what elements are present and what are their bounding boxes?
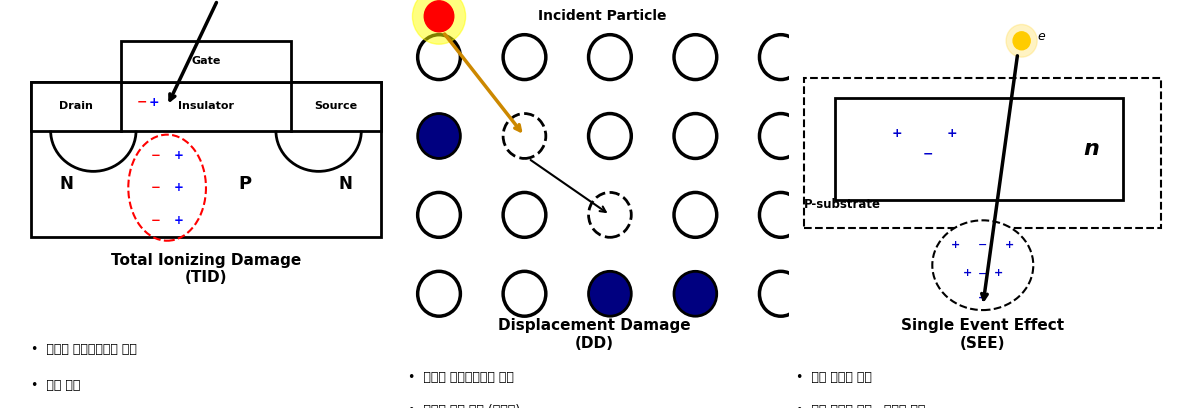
Text: e: e [1037,30,1045,43]
Text: N: N [339,175,353,193]
Circle shape [418,113,460,158]
Text: Source: Source [314,101,358,111]
Circle shape [1006,24,1037,57]
Text: P-substrate: P-substrate [804,197,882,211]
Text: +: + [946,127,957,140]
Bar [804,78,1162,228]
Text: −: − [923,148,933,160]
Text: Displacement Damage
(DD): Displacement Damage (DD) [498,318,691,350]
Circle shape [588,271,631,316]
Text: −: − [151,181,160,194]
Text: •  트랙 형성: • 트랙 형성 [32,379,80,392]
Text: •  구조적 결함 발생 (점결함): • 구조적 결함 발생 (점결함) [408,404,520,408]
Text: +: + [174,214,184,227]
Text: Drain: Drain [59,101,93,111]
Text: −: − [151,214,160,227]
Text: Incident Particle: Incident Particle [538,9,666,23]
Text: +: + [148,95,159,109]
Text: n: n [1084,139,1099,159]
Text: −: − [151,149,160,162]
Circle shape [1013,32,1030,50]
Text: −: − [137,95,147,109]
Text: N: N [59,175,73,193]
Text: •  체널 영구적 변화,  물리적 파손: • 체널 영구적 변화, 물리적 파손 [797,404,926,408]
Ellipse shape [932,220,1033,310]
Bar [32,82,381,131]
Text: •  잠기간 누적에너지로 파손: • 잠기간 누적에너지로 파손 [408,371,514,384]
Text: +: + [951,240,960,250]
Text: +: + [892,127,903,140]
Text: −: − [978,268,988,278]
Text: •  다일 효과로 파손: • 다일 효과로 파손 [797,371,872,384]
Circle shape [674,271,717,316]
Bar [836,98,1123,200]
Text: +: + [174,149,184,162]
Text: +: + [963,268,972,278]
Text: P: P [238,175,252,193]
Text: +: + [174,181,184,194]
Text: Insulator: Insulator [178,101,234,111]
Circle shape [412,0,466,44]
Text: −: − [978,240,988,250]
Bar [32,82,381,237]
Circle shape [424,1,454,32]
Text: Single Event Effect
(SEE): Single Event Effect (SEE) [902,318,1064,350]
Text: +: + [1005,240,1015,250]
Text: +: + [993,268,1003,278]
Bar [120,41,292,82]
Text: Gate: Gate [192,56,220,66]
Text: •  잠기간 누적에너지로 파손: • 잠기간 누적에너지로 파손 [32,343,137,356]
Text: +: + [978,293,988,303]
Text: Total Ionizing Damage
(TID): Total Ionizing Damage (TID) [111,253,301,285]
